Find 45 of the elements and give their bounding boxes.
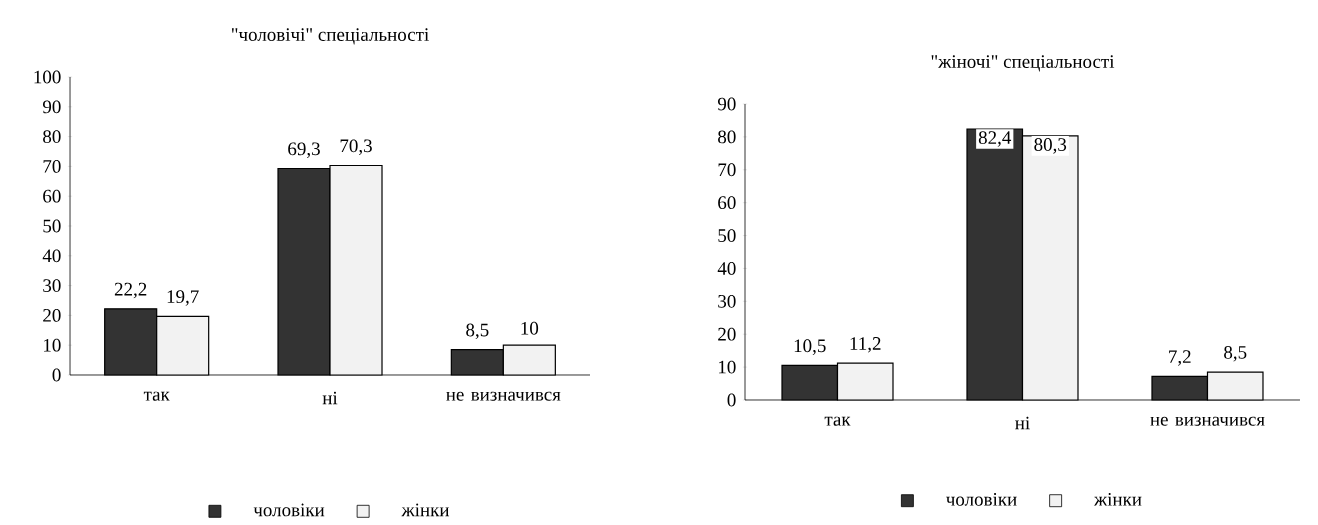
x-tick-label: так xyxy=(824,416,851,426)
data-label: 80,3 xyxy=(1034,138,1067,154)
y-tick-label: 60 xyxy=(43,189,61,203)
y-tick-label: 40 xyxy=(717,262,736,275)
legend-label: жінки xyxy=(1093,492,1142,506)
x-tick-label: не визначився xyxy=(1150,416,1265,426)
data-label: 8,5 xyxy=(466,323,489,340)
y-tick-label: 80 xyxy=(718,130,736,144)
y-tick-label: 20 xyxy=(43,308,61,322)
data-label: 8,5 xyxy=(1224,345,1247,362)
data-label: 11,2 xyxy=(850,337,881,353)
data-label: 69,3 xyxy=(288,142,320,158)
chart-title: "чоловічі" спеціальності xyxy=(231,28,429,45)
x-tick-label: ні xyxy=(1015,416,1030,430)
y-tick-label: 40 xyxy=(42,249,61,263)
data-label: 19,7 xyxy=(167,290,199,306)
y-tick-label: 0 xyxy=(52,368,61,382)
data-label: 82,4 xyxy=(978,131,1012,147)
legend-label: жінки xyxy=(401,503,450,517)
y-tick-label: 70 xyxy=(718,163,736,177)
data-label: 7,2 xyxy=(1169,350,1191,366)
y-tick-label: 90 xyxy=(42,100,61,114)
y-tick-label: 30 xyxy=(43,279,61,292)
y-tick-label: 70 xyxy=(43,159,61,173)
y-tick-label: 100 xyxy=(34,70,61,84)
legend-label: чоловіки xyxy=(253,503,325,517)
data-label: 10 xyxy=(521,321,539,335)
y-tick-label: 30 xyxy=(718,294,736,308)
y-tick-label: 10 xyxy=(719,360,736,374)
y-tick-label: 50 xyxy=(718,229,736,242)
y-tick-label: 10 xyxy=(44,338,61,352)
data-label: 22,2 xyxy=(114,282,147,299)
y-tick-label: 20 xyxy=(718,327,736,341)
y-tick-label: 50 xyxy=(43,219,61,233)
legend-label: чоловіки xyxy=(946,492,1017,506)
x-tick-label: не визначився xyxy=(446,391,561,401)
y-tick-label: 80 xyxy=(43,130,61,144)
x-tick-label: так xyxy=(143,391,170,401)
y-tick-label: 60 xyxy=(718,196,736,210)
chart-title: "жіночі" спеціальності xyxy=(931,55,1115,72)
data-label: 70,3 xyxy=(340,139,372,155)
y-tick-label: 90 xyxy=(717,97,736,111)
data-label: 10,5 xyxy=(794,339,826,355)
x-tick-label: ні xyxy=(322,391,338,405)
y-tick-label: 0 xyxy=(727,393,736,407)
